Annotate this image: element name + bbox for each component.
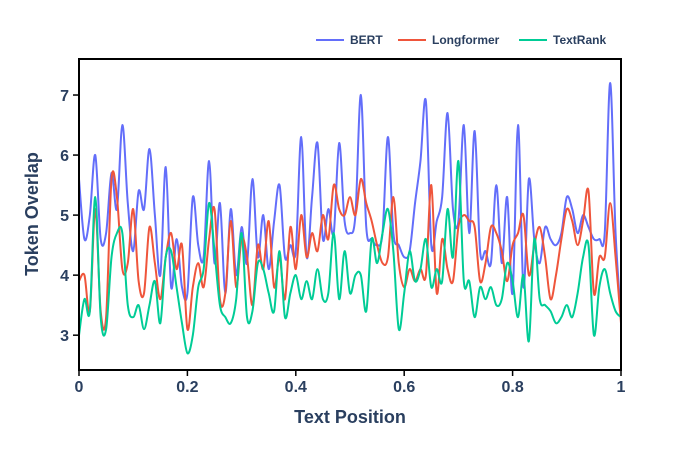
x-tick-label: 0 [75,379,84,396]
x-tick-label: 0.4 [285,379,307,396]
legend-label-textrank: TextRank [553,33,606,47]
series-line-textrank [79,160,621,355]
x-tick-label: 0.8 [501,379,523,396]
x-tick-label: 1 [617,379,626,396]
y-axis-ticks: 3 4 5 6 7 [60,88,79,345]
legend: BERT Longformer TextRank [316,33,606,47]
y-tick-label: 5 [60,208,69,225]
legend-label-bert: BERT [350,33,383,47]
y-tick-label: 3 [60,328,69,345]
x-tick-label: 0.6 [393,379,415,396]
y-tick-label: 7 [60,88,69,105]
legend-label-longformer: Longformer [432,33,500,47]
y-tick-label: 4 [60,268,69,285]
y-axis-label: Token Overlap [22,152,42,276]
x-axis-label: Text Position [294,407,406,427]
y-tick-label: 6 [60,148,69,165]
series-lines [79,82,621,355]
x-tick-label: 0.2 [176,379,198,396]
x-axis-ticks: 0 0.2 0.4 0.6 0.8 1 [75,370,626,396]
